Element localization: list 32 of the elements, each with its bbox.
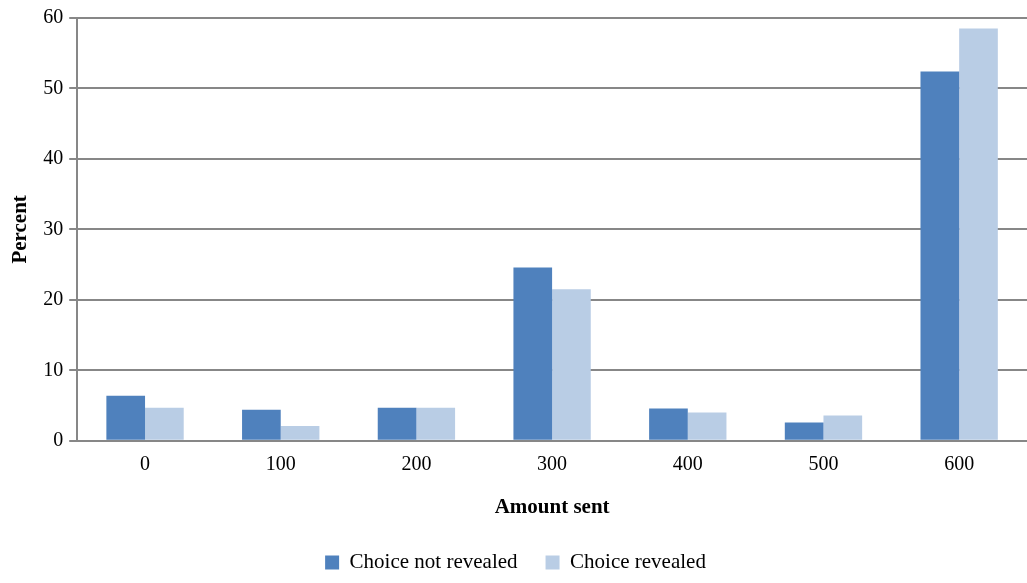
y-tick-label: 30 [43,216,64,239]
x-tick-label: 0 [140,452,151,475]
bar [920,71,960,440]
bar [416,407,456,440]
bar [145,407,184,440]
legend-label: Choice not revealed [349,549,519,574]
bar [959,28,998,440]
bar [687,412,727,440]
bar [552,289,591,440]
y-tick-label: 20 [43,287,64,310]
x-tick-label: 500 [808,452,839,475]
bar [823,415,863,440]
y-tick-label: 40 [43,146,64,169]
bar [106,395,146,440]
x-tick-label: 300 [537,452,568,475]
y-tick-label: 0 [53,428,64,451]
y-tick-label: 50 [43,75,64,98]
bar [242,409,281,440]
x-axis-title: Amount sent [494,493,610,518]
x-tick-label: 600 [944,452,975,475]
y-axis-title: Percent [7,195,32,264]
bar [280,426,320,440]
bar [513,267,553,440]
y-tick-label: 10 [43,357,64,380]
legend-label: Choice revealed [570,549,707,574]
y-tick-label: 60 [43,5,64,28]
bar [649,408,688,440]
x-tick-label: 400 [672,452,703,475]
bar [377,407,417,440]
x-tick-label: 200 [401,452,432,475]
x-tick-label: 100 [265,452,296,475]
bar [784,422,824,440]
